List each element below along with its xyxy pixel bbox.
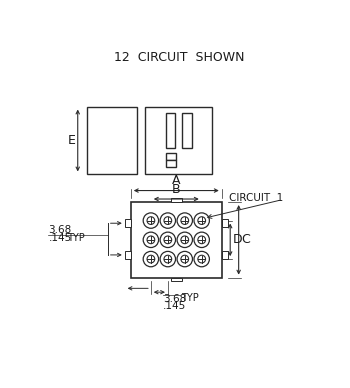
- Circle shape: [198, 236, 205, 244]
- Circle shape: [160, 213, 175, 228]
- Circle shape: [177, 251, 192, 267]
- Text: 12  CIRCUIT  SHOWN: 12 CIRCUIT SHOWN: [114, 51, 245, 64]
- Circle shape: [177, 213, 192, 228]
- Circle shape: [198, 217, 205, 224]
- Circle shape: [160, 251, 175, 267]
- Circle shape: [194, 213, 209, 228]
- Bar: [131, 202, 222, 277]
- Text: 3.68: 3.68: [48, 225, 72, 235]
- Circle shape: [143, 251, 159, 267]
- Bar: [166, 153, 176, 160]
- Text: CIRCUIT  1: CIRCUIT 1: [229, 193, 284, 203]
- Circle shape: [164, 255, 172, 263]
- Text: .145: .145: [163, 301, 187, 312]
- Text: C: C: [242, 233, 251, 246]
- Text: TYP: TYP: [181, 293, 199, 303]
- Circle shape: [164, 236, 172, 244]
- Circle shape: [181, 255, 189, 263]
- Text: A: A: [172, 175, 181, 187]
- Circle shape: [164, 217, 172, 224]
- Bar: [171, 198, 182, 202]
- Bar: [171, 277, 182, 281]
- Text: .145: .145: [48, 233, 72, 243]
- Circle shape: [194, 251, 209, 267]
- Bar: [182, 113, 192, 148]
- Text: TYP: TYP: [67, 232, 85, 242]
- Circle shape: [177, 232, 192, 248]
- Circle shape: [198, 255, 205, 263]
- Circle shape: [147, 236, 155, 244]
- Bar: [222, 219, 228, 227]
- Circle shape: [181, 236, 189, 244]
- Bar: [166, 160, 176, 167]
- Text: E: E: [68, 134, 76, 147]
- Circle shape: [143, 232, 159, 248]
- Bar: [222, 251, 228, 259]
- Circle shape: [147, 217, 155, 224]
- Bar: [166, 113, 175, 148]
- Bar: [125, 251, 131, 259]
- Circle shape: [181, 217, 189, 224]
- Bar: [125, 219, 131, 227]
- Circle shape: [147, 255, 155, 263]
- Text: B: B: [172, 183, 181, 196]
- Text: 3.68: 3.68: [163, 294, 187, 305]
- Text: D: D: [232, 233, 242, 246]
- Bar: [145, 107, 212, 174]
- Circle shape: [143, 213, 159, 228]
- Bar: [87, 107, 137, 174]
- Circle shape: [194, 232, 209, 248]
- Circle shape: [160, 232, 175, 248]
